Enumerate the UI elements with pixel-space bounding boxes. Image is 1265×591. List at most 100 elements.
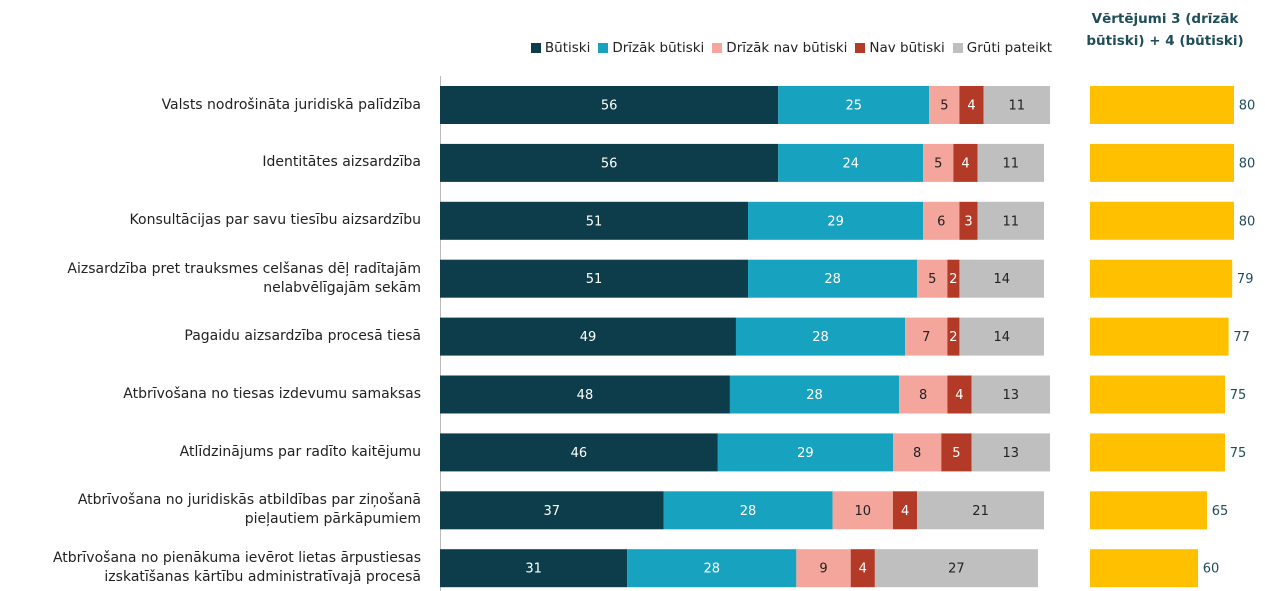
data-label: 79 [1237, 272, 1254, 287]
bar-segment [440, 375, 730, 414]
bar-segment [971, 375, 1051, 414]
data-label: 3 [964, 214, 972, 229]
bar-segment [440, 433, 718, 472]
bar-segment [850, 549, 875, 588]
bar-segment [893, 491, 918, 530]
legend-item: Drīzāk nav būtiski [712, 40, 847, 56]
data-label: 46 [571, 446, 588, 461]
data-label: 65 [1212, 504, 1229, 519]
data-label: 6 [937, 214, 945, 229]
data-label: 5 [952, 446, 960, 461]
bar-segment [735, 317, 906, 356]
legend-swatch [530, 43, 541, 53]
bar-segment [947, 375, 972, 414]
bar-segment [748, 259, 918, 298]
bar-segment [959, 317, 1044, 356]
bar [1090, 317, 1229, 356]
data-label: 60 [1203, 562, 1220, 577]
bar-segment [440, 317, 736, 356]
bar-segment [729, 375, 900, 414]
y-tick-label: Konsultācijas par savu tiesību aizsardzī… [129, 212, 421, 229]
data-label: 29 [827, 214, 844, 229]
data-label: 4 [967, 99, 975, 114]
legend-label: Grūti pateikt [966, 40, 1052, 56]
data-label: 29 [797, 446, 814, 461]
data-label: 75 [1230, 446, 1247, 461]
bar-segment [905, 317, 948, 356]
data-label: 5 [934, 156, 942, 171]
data-label: 80 [1239, 214, 1256, 229]
data-label: 2 [949, 272, 957, 287]
data-label: 28 [812, 330, 829, 345]
bar-segment [440, 201, 749, 240]
legend: Būtiski Drīzāk būtiski Drīzāk nav būtiski N… [430, 40, 1052, 56]
bar-segment [717, 433, 893, 472]
data-label: 11 [1003, 156, 1020, 171]
legend-item: Nav būtiski [855, 40, 945, 56]
bar-segment [929, 86, 960, 124]
bar-segment [917, 491, 1044, 530]
bar [1090, 375, 1225, 414]
data-label: 28 [740, 504, 757, 519]
data-label: 24 [842, 156, 859, 171]
bar-segment [959, 86, 984, 124]
bar-segment [923, 143, 954, 182]
bar-segment [977, 143, 1044, 182]
data-label: 5 [928, 272, 936, 287]
bar-segment [832, 491, 893, 530]
y-tick-label: Atbrīvošana no pienākuma ievērot lietas … [52, 550, 421, 586]
bar [1090, 86, 1234, 124]
data-label: 80 [1239, 99, 1256, 114]
legend-item: Būtiski [530, 40, 591, 56]
bar-segment [440, 491, 664, 530]
data-label: 75 [1230, 388, 1247, 403]
legend-swatch [712, 43, 723, 53]
y-tick-label: Atbrīvošana no juridiskās atbildības par… [77, 492, 421, 528]
bar-segment [953, 143, 978, 182]
legend-swatch [855, 43, 866, 53]
bar-segment [947, 317, 960, 356]
data-label: 80 [1239, 156, 1256, 171]
data-label: 2 [949, 330, 957, 345]
bar-segment [627, 549, 797, 588]
data-label: 13 [1003, 446, 1020, 461]
data-label: 10 [855, 504, 872, 519]
data-label: 11 [1003, 214, 1020, 229]
bar [1090, 259, 1233, 298]
data-label: 28 [824, 272, 841, 287]
data-label: 14 [993, 272, 1010, 287]
legend-label: Drīzāk būtiski [612, 40, 705, 56]
y-tick-label: Valsts nodrošināta juridiskā palīdzība [161, 96, 421, 113]
data-label: 7 [922, 330, 930, 345]
legend-label: Būtiski [544, 40, 591, 56]
bar-segment [923, 201, 960, 240]
data-label: 56 [601, 156, 618, 171]
bar-segment [983, 86, 1051, 124]
bar [1090, 201, 1234, 240]
bar [1090, 433, 1225, 472]
data-label: 31 [525, 562, 542, 577]
data-label: 37 [543, 504, 560, 519]
y-tick-label: Pagaidu aizsardzība procesā tiesā [184, 328, 421, 345]
data-label: 28 [704, 562, 721, 577]
data-label: 4 [901, 504, 909, 519]
legend-swatch [598, 43, 609, 53]
bar-segment [778, 143, 924, 182]
data-label: 77 [1233, 330, 1250, 345]
data-label: 48 [577, 388, 594, 403]
data-label: 56 [601, 99, 618, 114]
bar-segment [899, 375, 948, 414]
chart-title: Vērtējumi 3 (drīzāk būtiski) + 4 (būtisk… [1086, 11, 1244, 49]
bar-segment [893, 433, 942, 472]
y-tick-label: Aizsardzība pret trauksmes celšanas dēļ … [67, 260, 421, 296]
data-label: 27 [948, 562, 965, 577]
legend-label: Nav būtiski [869, 40, 945, 56]
bar [1090, 143, 1234, 182]
legend-label: Drīzāk nav būtiski [726, 40, 848, 56]
bar-segment [663, 491, 833, 530]
legend-item: Drīzāk būtiski [598, 40, 704, 56]
legend-item: Grūti pateikt [952, 40, 1052, 56]
bar [1090, 491, 1207, 530]
